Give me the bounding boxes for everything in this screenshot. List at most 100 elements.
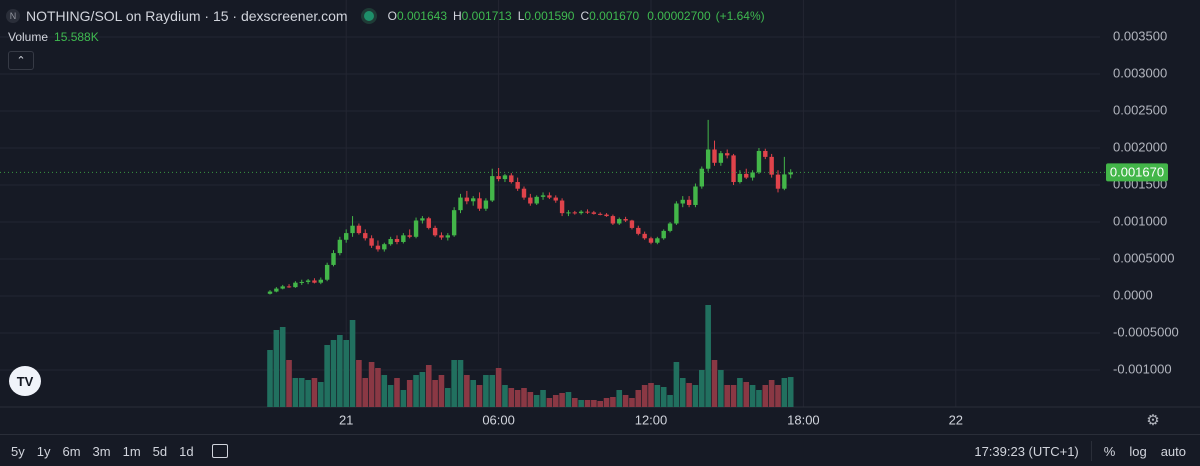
symbol-icon: N — [6, 9, 20, 23]
ohlc-item: O0.001643 — [388, 9, 447, 23]
tradingview-logo[interactable]: TV — [9, 366, 41, 396]
range-button[interactable]: 1m — [122, 443, 141, 459]
candle-body — [356, 225, 362, 234]
settings-button[interactable]: ⚙ — [1146, 412, 1160, 429]
ohlc-key: L — [517, 9, 525, 23]
y-tick-label: 0.0005000 — [1113, 250, 1174, 265]
candle-body — [699, 168, 704, 187]
range-button[interactable]: 6m — [62, 443, 81, 459]
volume-bar — [337, 335, 343, 407]
x-tick-label: 21 — [339, 412, 353, 427]
candle-body — [534, 196, 539, 204]
volume-bar — [705, 305, 711, 407]
range-button[interactable]: 1y — [36, 443, 51, 459]
volume-bar — [521, 388, 527, 407]
x-tick-label: 22 — [949, 412, 963, 427]
y-tick-label: 0.002000 — [1113, 139, 1167, 154]
separator — [1090, 441, 1092, 461]
ohlc-value: 0.001713 — [461, 9, 512, 23]
candle-body — [483, 200, 489, 209]
volume-bar — [298, 378, 305, 407]
volume-bar — [540, 390, 546, 407]
candle-body — [458, 197, 463, 211]
volume-bar — [616, 390, 623, 407]
candle-body — [407, 235, 412, 237]
date-range-button[interactable] — [211, 444, 228, 458]
volume-bar — [730, 385, 737, 407]
volume-bar — [489, 375, 496, 407]
volume-bar — [476, 385, 483, 407]
candle-body — [464, 197, 470, 202]
candle-body — [305, 280, 311, 282]
candle-body — [401, 235, 406, 242]
candle-body — [515, 182, 520, 189]
volume-bar — [679, 378, 686, 407]
volume-bar — [546, 398, 553, 407]
candle-body — [439, 235, 444, 238]
candle-body — [750, 172, 755, 178]
candle-body — [528, 197, 533, 204]
candle-body — [629, 220, 635, 228]
candle-body — [388, 239, 393, 245]
candle-body — [712, 149, 717, 163]
volume-bar — [768, 380, 775, 407]
volume-bar — [648, 383, 654, 407]
ohlc-value: 0.001643 — [396, 9, 447, 23]
status-dot — [363, 11, 374, 21]
candle-body — [299, 281, 304, 283]
candle-body — [737, 173, 743, 183]
collapse-button[interactable]: ⌃ — [8, 51, 34, 70]
price-label-box — [1106, 163, 1168, 182]
candle-body — [318, 279, 323, 283]
candle-body — [490, 176, 495, 201]
volume-bar — [457, 360, 464, 407]
volume-bar — [559, 393, 565, 407]
volume-bar — [584, 400, 591, 407]
ohlc-key: C — [580, 9, 590, 23]
candle-body — [572, 212, 577, 214]
range-button[interactable]: 3m — [92, 443, 111, 459]
volume-label: Volume — [8, 30, 49, 44]
candle-body — [293, 282, 298, 288]
volume-bar — [324, 345, 330, 407]
ohlc-key: O — [387, 9, 397, 23]
scale-option[interactable]: auto — [1160, 443, 1186, 459]
candle-body — [661, 230, 666, 239]
candle-body — [680, 199, 685, 204]
range-button[interactable]: 1d — [179, 443, 194, 459]
volume-bar — [387, 385, 394, 407]
volume-bar — [578, 400, 584, 407]
scale-option[interactable]: % — [1103, 443, 1116, 459]
candle-body — [451, 210, 457, 236]
ohlc-item: H0.001713 — [453, 9, 512, 23]
candle-body — [636, 227, 641, 234]
ohlc-value: 0.001670 — [589, 9, 640, 23]
volume-bar — [711, 360, 718, 407]
volume-bar — [787, 377, 794, 407]
volume-bar — [438, 375, 445, 407]
volume-bar — [610, 397, 616, 407]
volume-bar — [400, 390, 407, 407]
candle-body — [547, 195, 552, 198]
volume-bar — [286, 360, 292, 407]
range-button[interactable]: 5d — [152, 443, 168, 459]
volume-bar — [756, 390, 762, 407]
volume-bar — [362, 378, 369, 407]
range-button[interactable]: 5y — [11, 443, 25, 459]
ohlc-key: H — [453, 9, 462, 23]
volume-bar — [635, 390, 642, 407]
volume-bar — [368, 362, 375, 407]
volume-value: 15.588K — [54, 30, 99, 44]
clock: 17:39:23 (UTC+1) — [974, 443, 1079, 459]
volume-bar — [667, 395, 673, 407]
scale-option[interactable]: log — [1129, 443, 1147, 459]
plot-background — [0, 0, 1200, 434]
candle-body — [375, 245, 381, 250]
volume-bar — [508, 388, 515, 407]
change-pct: (+1.64%) — [715, 9, 765, 23]
candle-body — [540, 195, 546, 197]
volume-bar — [425, 365, 432, 407]
volume-bar — [267, 350, 273, 407]
volume-bar — [737, 378, 743, 407]
chart: 0.0035000.0030000.0025000.0020000.001500… — [0, 0, 1200, 434]
